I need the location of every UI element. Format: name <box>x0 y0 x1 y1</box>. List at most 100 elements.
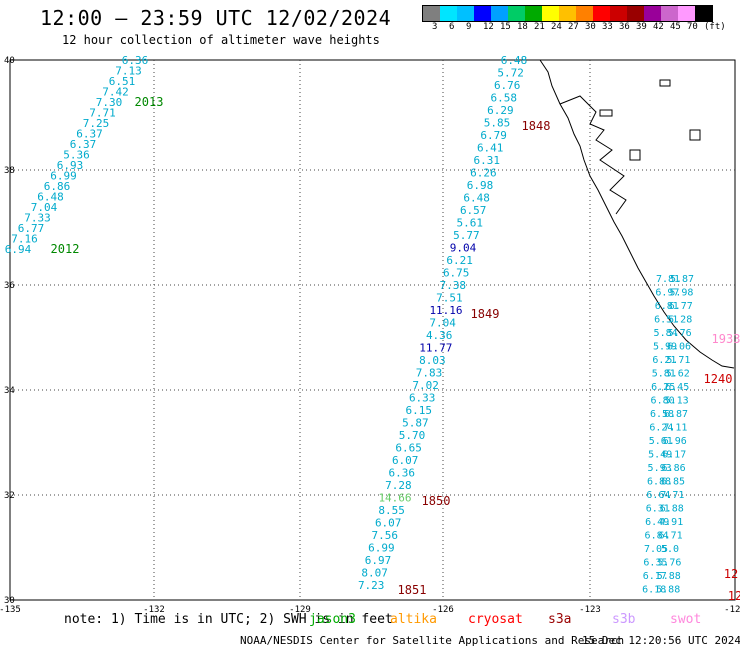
swh-value: 6.31 <box>646 504 670 515</box>
swh-value: 6.98 <box>467 179 494 192</box>
swh-value: 7.71 <box>660 490 684 501</box>
swh-value: 6.48 <box>463 192 490 205</box>
colorbar-label: 18 <box>517 22 528 32</box>
pass-label: 2012 <box>51 242 80 256</box>
swh-value: 6.76 <box>494 79 521 92</box>
swh-value: 8.03 <box>419 354 446 367</box>
colorbar-label: 27 <box>568 22 579 32</box>
swh-value: 5.70 <box>399 429 426 442</box>
colorbar-swatch <box>491 6 508 21</box>
swh-value: 6.97 <box>365 554 392 567</box>
swh-value: 6.96 <box>663 436 687 447</box>
swh-value: 6.35 <box>643 558 667 569</box>
swh-value: 6.88 <box>660 504 684 515</box>
swh-value: 6.36 <box>122 54 149 67</box>
swh-value: 6.94 <box>5 243 32 256</box>
swh-value: 7.28 <box>385 479 412 492</box>
swh-value: 6.29 <box>487 104 514 117</box>
swh-value: 7.81 <box>656 274 680 285</box>
swh-value: 7.13 <box>115 65 142 78</box>
swh-value: 6.93 <box>57 159 84 172</box>
colorbar-swatch <box>542 6 559 21</box>
swh-value: 6.21 <box>652 355 676 366</box>
swh-value: 6.24 <box>649 423 673 434</box>
legend-s3a: s3a <box>548 612 572 627</box>
map-frame <box>9 59 736 601</box>
swh-value: 8.55 <box>378 504 405 517</box>
lat-tick-label: 36 <box>4 281 15 291</box>
colorbar-label: 39 <box>636 22 647 32</box>
swh-value: 6.86 <box>662 463 686 474</box>
swh-value: 5.84 <box>654 328 678 339</box>
swh-value: 7.71 <box>89 107 116 120</box>
colorbar-label: 33 <box>602 22 613 32</box>
colorbar-label: 3 <box>432 22 438 32</box>
swh-value: 6.07 <box>375 517 402 530</box>
swh-value: 6.97 <box>655 288 679 299</box>
colorbar-swatch <box>644 6 661 21</box>
colorbar-label: 45 <box>670 22 681 32</box>
bay-coastline <box>559 95 627 215</box>
colorbar-label: 36 <box>619 22 630 32</box>
pass-label: 1849 <box>471 307 500 321</box>
swh-value: 6.51 <box>654 315 678 326</box>
swh-value: 6.79 <box>480 129 507 142</box>
colorbar-swatch <box>593 6 610 21</box>
swh-value: 6.06 <box>667 342 691 353</box>
swh-value: 7.02 <box>412 379 439 392</box>
swh-value: 6.49 <box>645 517 669 528</box>
swh-value: 7.56 <box>372 529 399 542</box>
swh-value: 6.86 <box>44 180 71 193</box>
swh-value: 6.85 <box>661 477 685 488</box>
swh-value: 7.38 <box>440 279 467 292</box>
lon-tick-label: -132 <box>143 605 165 615</box>
swh-value: 6.17 <box>662 450 686 461</box>
swh-value: 6.17 <box>643 571 667 582</box>
colorbar-swatch <box>576 6 593 21</box>
swh-value: 7.42 <box>102 86 129 99</box>
swh-value: 6.18 <box>642 585 666 596</box>
swh-value: 6.71 <box>659 531 683 542</box>
colorbar-label: 70 <box>687 22 698 32</box>
swh-value: 5.0 <box>661 544 679 555</box>
swh-value: 6.58 <box>650 409 674 420</box>
swh-value: 5.88 <box>656 585 680 596</box>
colorbar-swatch <box>457 6 474 21</box>
swh-value: 5.61 <box>649 436 673 447</box>
colorbar-label: (ft) <box>704 22 726 32</box>
coastline <box>539 59 735 369</box>
swh-value: 6.33 <box>409 392 436 405</box>
swh-value: 7.04 <box>429 317 456 330</box>
lon-tick-label: -120 <box>724 605 740 615</box>
swh-value: 6.41 <box>477 142 504 155</box>
colorbar-swatch <box>440 6 457 21</box>
colorbar-swatch <box>678 6 695 21</box>
pass-label: 1933 <box>712 332 740 346</box>
swh-value: 5.88 <box>657 571 681 582</box>
lon-tick-label: -135 <box>0 605 21 615</box>
swh-value: 6.77 <box>18 222 45 235</box>
swh-value: 7.83 <box>416 367 443 380</box>
swh-value: 6.81 <box>655 301 679 312</box>
pass-label: 1240 <box>704 372 733 386</box>
swh-value: 6.48 <box>501 54 528 67</box>
lon-tick-label: -123 <box>579 605 601 615</box>
lat-tick-label: 30 <box>4 596 15 606</box>
map-title: 12:00 – 23:59 UTC 12/02/2024 <box>40 6 392 30</box>
legend-swot: swot <box>670 612 702 627</box>
swh-value: 7.23 <box>358 579 385 592</box>
swh-value: 5.28 <box>668 315 692 326</box>
swh-value: 6.58 <box>491 92 518 105</box>
swh-value: 6.57 <box>460 204 487 217</box>
wave-height-colorbar <box>422 5 713 22</box>
swh-value: 5.77 <box>453 229 480 242</box>
pass-label: 2013 <box>135 95 164 109</box>
swh-value: 5.76 <box>668 328 692 339</box>
swh-value: 6.26 <box>470 167 497 180</box>
swh-value: 5.36 <box>63 149 90 162</box>
swh-value: 7.04 <box>31 201 58 214</box>
footer-timestamp: 15 Dec 12:20:56 UTC 2024 <box>582 634 740 647</box>
swh-value: 6.15 <box>406 404 433 417</box>
